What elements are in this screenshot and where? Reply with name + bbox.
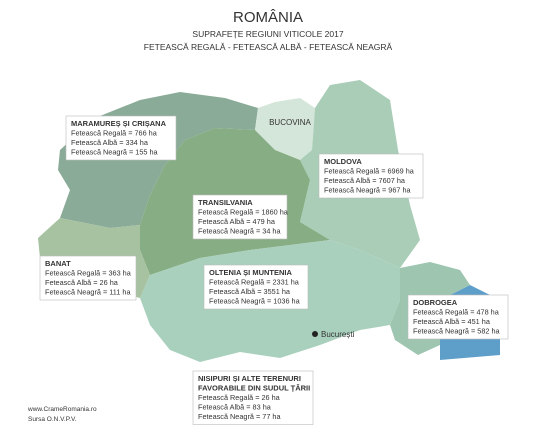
region-line: Fetească Neagră = 967 ha <box>324 186 412 195</box>
region-line: Fetească Regală = 2331 ha <box>209 278 300 287</box>
region-name: FAVORABILE DIN SUDUL ȚĂRII <box>198 384 310 393</box>
bucovina-shape <box>255 98 315 160</box>
region-box <box>407 294 509 340</box>
region-line: Fetească Albă = 334 ha <box>71 138 149 147</box>
region-box <box>318 153 424 199</box>
region-line: Fetească Albă = 479 ha <box>198 217 276 226</box>
region-line: Fetească Albă = 451 ha <box>413 317 491 326</box>
region-line: Fetească Regală = 363 ha <box>45 269 132 278</box>
region-line: Fetească Regală = 766 ha <box>71 129 158 138</box>
region-name: NISIPURI ȘI ALTE TERENURI <box>198 374 301 383</box>
region-line: Fetească Regală = 6969 ha <box>324 167 415 176</box>
region-box <box>192 370 314 425</box>
region-name: DOBROGEA <box>413 298 458 307</box>
region-name: TRANSILVANIA <box>198 198 253 207</box>
region-line: Fetească Albă = 7607 ha <box>324 176 406 185</box>
capital-label: București <box>321 330 355 339</box>
region-line: Fetească Neagră = 1036 ha <box>209 297 301 306</box>
footer-source: Sursa O.N.V.P.V. <box>28 416 77 423</box>
region-line: Fetească Neagră = 111 ha <box>45 288 131 297</box>
region-name: BANAT <box>45 259 71 268</box>
region-line: Fetească Neagră = 155 ha <box>71 148 159 157</box>
region-line: Fetească Albă = 3551 ha <box>209 287 291 296</box>
capital-dot <box>312 331 318 337</box>
region-line: Fetească Neagră = 582 ha <box>413 327 501 336</box>
bucovina-label: BUCOVINA <box>269 118 311 127</box>
varieties: FETEASCĂ REGALĂ - FETEASCĂ ALBĂ - FETEAS… <box>144 42 393 52</box>
footer-site: www.CrameRomania.ro <box>27 406 97 413</box>
region-box <box>192 194 288 240</box>
region-box <box>65 115 177 161</box>
region-line: Fetească Neagră = 34 ha <box>198 227 281 236</box>
region-line: Fetească Albă = 83 ha <box>198 403 272 412</box>
region-box <box>203 264 309 310</box>
region-line: Fetească Regală = 478 ha <box>413 308 500 317</box>
region-line: Fetească Regală = 1860 ha <box>198 208 289 217</box>
region-name: MARAMUREȘ ȘI CRIȘANA <box>71 119 167 128</box>
subtitle: SUPRAFEȚE REGIUNI VITICOLE 2017 <box>192 29 343 39</box>
region-line: Fetească Regală = 26 ha <box>198 393 281 402</box>
region-name: MOLDOVA <box>324 157 362 166</box>
region-line: Fetească Neagră = 77 ha <box>198 412 281 421</box>
region-line: Fetească Albă = 26 ha <box>45 278 119 287</box>
region-box <box>39 255 137 301</box>
region-name: OLTENIA ȘI MUNTENIA <box>209 268 292 277</box>
title: ROMÂNIA <box>233 9 303 26</box>
